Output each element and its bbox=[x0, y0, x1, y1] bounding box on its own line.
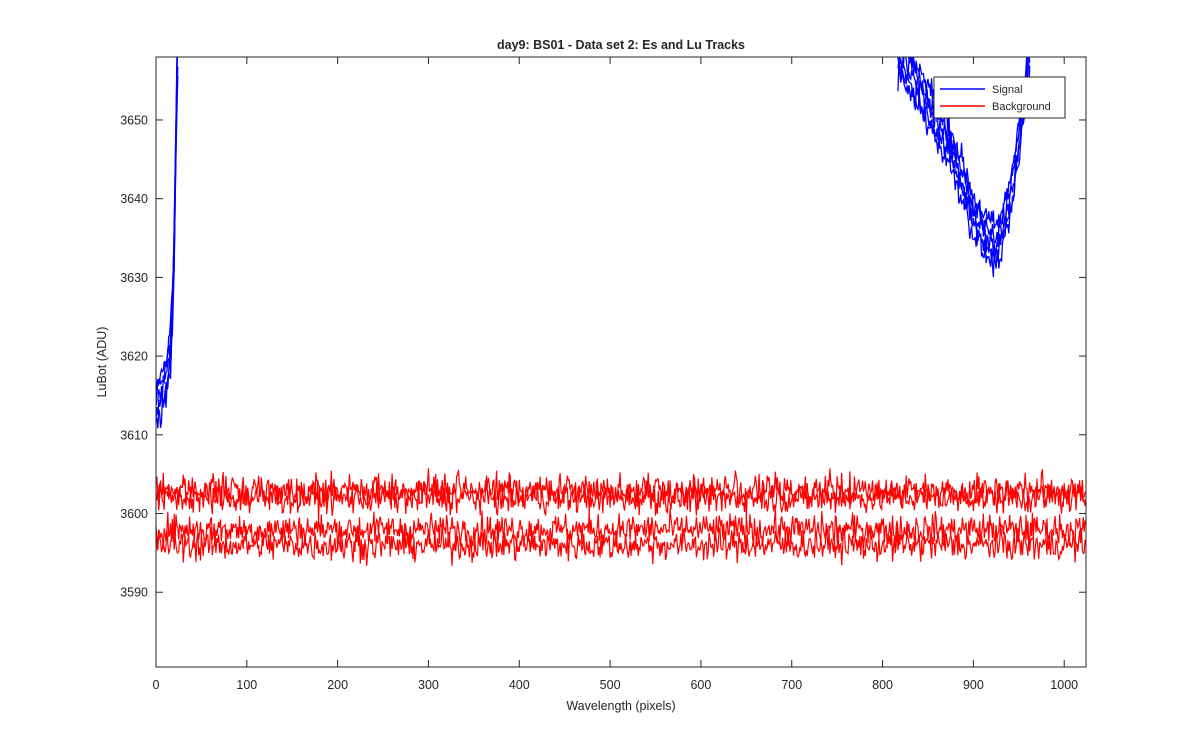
x-tick-label: 800 bbox=[872, 678, 893, 692]
chart-title: day9: BS01 - Data set 2: Es and Lu Track… bbox=[497, 38, 745, 52]
x-tick-label: 100 bbox=[236, 678, 257, 692]
legend: Signal Background bbox=[933, 76, 1066, 119]
axes-box bbox=[155, 56, 1087, 668]
x-tick-label: 1000 bbox=[1050, 678, 1078, 692]
y-axis-label: LuBot (ADU) bbox=[95, 327, 109, 398]
plot-area bbox=[156, 57, 1086, 667]
y-tick-label: 3610 bbox=[120, 428, 148, 442]
x-tick-label: 500 bbox=[600, 678, 621, 692]
x-axis-label: Wavelength (pixels) bbox=[566, 699, 675, 713]
y-tick-label: 3620 bbox=[120, 350, 148, 364]
series-layer bbox=[156, 57, 1086, 566]
legend-label-background: Background bbox=[992, 101, 1051, 113]
y-tick-label: 3630 bbox=[120, 271, 148, 285]
y-tick-label: 3640 bbox=[120, 192, 148, 206]
y-tick-label: 3650 bbox=[120, 113, 148, 127]
x-tick-label: 300 bbox=[418, 678, 439, 692]
y-tick-label: 3600 bbox=[120, 507, 148, 521]
x-tick-label: 600 bbox=[690, 678, 711, 692]
legend-label-signal: Signal bbox=[992, 84, 1023, 96]
background-track-4 bbox=[156, 523, 1086, 566]
background-track-3 bbox=[156, 508, 1086, 551]
x-tick-label: 400 bbox=[509, 678, 530, 692]
x-tick-label: 0 bbox=[153, 678, 160, 692]
x-tick-label: 700 bbox=[781, 678, 802, 692]
signal-track-5-segment-1 bbox=[156, 57, 178, 394]
x-tick-label: 200 bbox=[327, 678, 348, 692]
background-track-2 bbox=[156, 474, 1086, 522]
y-tick-label: 3590 bbox=[120, 586, 148, 600]
ticks-layer: 0 100 200 300 400 500 600 700 800 900 1000 3590 3600… bbox=[120, 57, 1086, 692]
signal-track-5-segment-2 bbox=[904, 57, 1028, 229]
legend-box bbox=[933, 76, 1066, 119]
x-tick-label: 900 bbox=[963, 678, 984, 692]
